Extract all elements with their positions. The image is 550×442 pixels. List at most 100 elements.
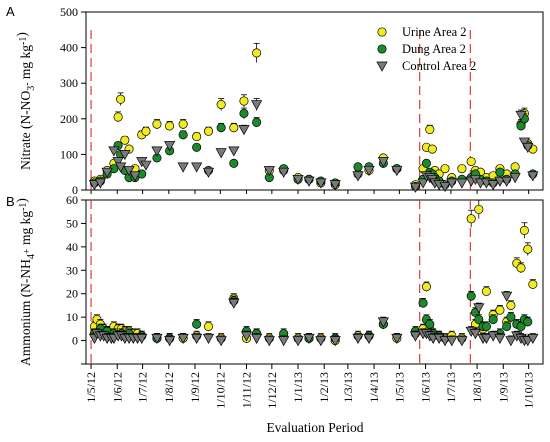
nitrate-urine-point <box>216 100 226 110</box>
nitrate-control-point <box>417 178 429 189</box>
nitrate-control-point <box>409 182 422 193</box>
ammonium-control-point <box>363 333 375 344</box>
nitrate-dung-point <box>353 162 363 172</box>
nitrate-dung-point <box>495 167 505 177</box>
x-tick-label: 1/6/12 <box>110 372 124 403</box>
ammonium-urine-point <box>523 244 533 254</box>
nitrate-control-point <box>315 178 327 189</box>
nitrate-control-point <box>108 146 120 157</box>
ammonium-control-point <box>177 333 189 344</box>
nitrate-control-point <box>352 171 364 182</box>
nitrate-urine-point <box>120 135 130 145</box>
x-tick-label: 1/12/12 <box>265 372 279 409</box>
nitrate-control-point <box>115 162 127 173</box>
ammonium-control-point <box>251 333 263 344</box>
nitrate-control-point <box>439 182 451 193</box>
ammonium-urine-point <box>528 279 538 289</box>
ammonium-dung-point <box>502 321 512 332</box>
nitrate-urine-point <box>165 121 175 131</box>
nitrate-dung-point <box>178 130 188 140</box>
nitrate-control-point <box>329 180 341 191</box>
nitrate-control-point <box>363 166 375 177</box>
nitrate-dung-point <box>252 117 262 127</box>
ammonium-dung-point <box>192 319 202 329</box>
x-tick-label: 1/3/13 <box>341 372 355 403</box>
nitrate-dung-point <box>229 158 239 168</box>
nitrate-y-tick-label: 200 <box>60 112 78 126</box>
ammonium-series-control-area-2 <box>88 290 539 347</box>
nitrate-control-point <box>112 157 124 168</box>
ammonium-plot-frame <box>85 199 544 365</box>
ammonium-control-point <box>151 333 163 344</box>
ammonium-control-point <box>352 333 364 344</box>
x-tick-label: 1/7/12 <box>136 372 150 403</box>
nitrate-control-point <box>527 171 539 182</box>
ammonium-control-point <box>505 336 517 347</box>
legend-dung-point <box>377 44 387 54</box>
nitrate-y-axis-title: Nitrate (N-NO3- mg kg-1) <box>14 32 37 170</box>
nitrate-plot-frame <box>85 11 544 191</box>
nitrate-control-point <box>238 125 250 136</box>
nitrate-panel-label: A <box>6 4 15 19</box>
ammonium-panel-label: B <box>6 194 15 209</box>
x-tick-label: 1/5/13 <box>392 372 406 403</box>
nitrate-control-point <box>292 174 304 186</box>
nitrate-urine-point <box>427 144 437 154</box>
ammonium-y-tick-label: 0 <box>72 334 78 348</box>
ammonium-control-point <box>446 336 458 347</box>
nitrate-control-point <box>391 166 403 177</box>
nitrate-control-point <box>88 180 101 191</box>
ammonium-urine-point <box>506 300 516 310</box>
nitrate-control-point <box>94 178 106 189</box>
ammonium-dung-point <box>425 319 435 329</box>
ammonium-urine-point <box>203 321 214 332</box>
x-tick-label: 1/8/12 <box>162 372 176 403</box>
nitrate-control-point <box>456 178 468 189</box>
nitrate-dung-point <box>421 158 431 168</box>
nitrate-urine-point <box>192 132 202 142</box>
nitrate-control-point <box>509 173 521 184</box>
x-tick-label: 1/4/13 <box>367 372 381 403</box>
nitrate-urine-point <box>466 156 476 167</box>
ammonium-control-point <box>240 331 253 342</box>
legend-label: Dung Area 2 <box>402 42 466 56</box>
ammonium-dung-point <box>481 321 491 332</box>
nitrate-dung-point <box>216 123 226 133</box>
ammonium-dung-point <box>523 317 533 327</box>
nitrate-control-point <box>228 146 240 157</box>
nitrate-urine-point <box>457 164 467 174</box>
nitrate-series-control-area-2 <box>88 98 539 193</box>
ammonium-dung-point <box>418 298 428 308</box>
nitrate-control-point <box>446 178 458 189</box>
x-tick-label: 1/2/13 <box>317 372 331 403</box>
ammonium-control-point <box>315 336 327 347</box>
nitrate-control-point <box>251 100 263 111</box>
ammonium-urine-point <box>421 282 431 292</box>
nitrate-control-point <box>151 146 163 157</box>
ammonium-y-tick-label: 20 <box>66 287 78 301</box>
x-tick-label: 1/5/12 <box>84 372 98 403</box>
ammonium-control-point <box>527 333 539 344</box>
ammonium-control-point <box>202 333 215 344</box>
ammonium-control-point <box>329 336 341 347</box>
ammonium-y-axis-title: Ammonium (N-NH4+ mg kg-1) <box>14 198 37 366</box>
ammonium-dung-point <box>466 291 476 301</box>
nitrate-urine-point <box>425 124 435 135</box>
nitrate-urine-point <box>116 94 126 104</box>
nitrate-dung-point <box>239 108 249 119</box>
ammonium-control-point <box>439 336 451 347</box>
ammonium-control-point <box>215 336 227 347</box>
ammonium-urine-point <box>519 225 529 236</box>
ammonium-urine-point <box>466 214 476 224</box>
nitrate-control-point <box>119 150 131 161</box>
x-tick-label: 1/9/12 <box>188 372 202 403</box>
nitrate-control-point <box>377 157 389 168</box>
nitrate-control-point <box>515 110 527 121</box>
nitrate-control-point <box>263 166 275 177</box>
nitrate-control-point <box>494 176 506 187</box>
nitrate-urine-point <box>113 112 123 122</box>
ammonium-urine-point <box>474 204 484 214</box>
